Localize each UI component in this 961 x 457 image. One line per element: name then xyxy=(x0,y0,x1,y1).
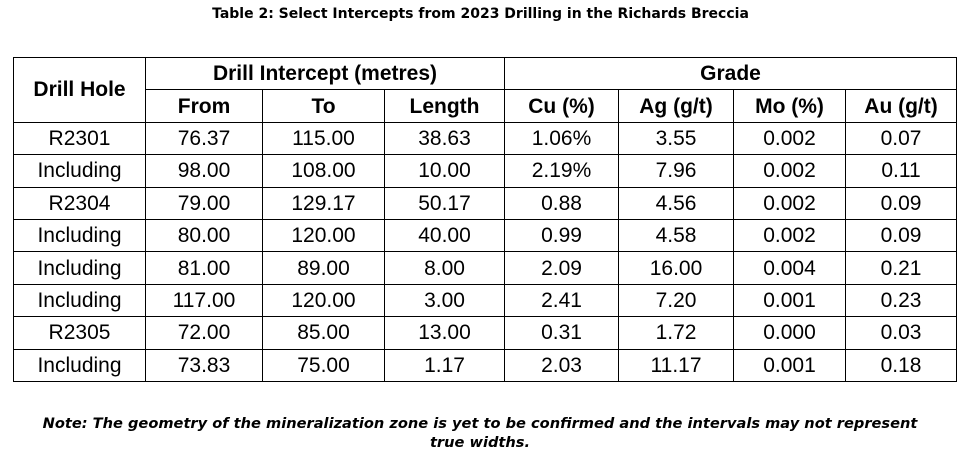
value-cell: 2.41 xyxy=(504,283,620,318)
value-cell: 0.03 xyxy=(845,316,958,350)
value-cell: 0.88 xyxy=(504,186,620,220)
drill-hole-cell: R2305 xyxy=(13,316,146,350)
drill-hole-cell: Including xyxy=(13,218,146,253)
table-row: Including 98.00 108.00 10.00 2.19% 7.96 0.002 0… xyxy=(13,154,958,188)
table-row: R2301 76.37 115.00 38.63 1.06% 3.55 0.002 0.07 xyxy=(13,121,958,156)
value-cell: 72.00 xyxy=(145,316,263,350)
value-cell: 117.00 xyxy=(145,283,263,318)
value-cell: 2.03 xyxy=(504,348,620,382)
value-cell: 115.00 xyxy=(262,121,385,156)
drill-hole-cell: R2301 xyxy=(13,121,146,156)
value-cell: 2.19% xyxy=(504,154,620,188)
value-cell: 73.83 xyxy=(145,348,263,382)
value-cell: 3.55 xyxy=(618,121,735,156)
value-cell: 120.00 xyxy=(262,283,385,318)
column-header: From xyxy=(145,89,263,123)
value-cell: 0.000 xyxy=(733,316,847,350)
drill-hole-cell: Including xyxy=(13,251,146,285)
column-header: Cu (%) xyxy=(504,89,620,123)
table-row: Including 80.00 120.00 40.00 0.99 4.58 0.002 0.… xyxy=(13,218,958,253)
value-cell: 7.96 xyxy=(618,154,735,188)
drill-hole-cell: Including xyxy=(13,154,146,188)
value-cell: 79.00 xyxy=(145,186,263,220)
value-cell: 0.09 xyxy=(845,218,958,253)
table-row: Including 73.83 75.00 1.17 2.03 11.17 0.001 0.1… xyxy=(13,348,958,382)
value-cell: 1.17 xyxy=(383,348,506,382)
value-cell: 4.56 xyxy=(618,186,735,220)
value-cell: 0.31 xyxy=(504,316,620,350)
header-row: Drill Hole Drill Intercept (metres) Grad… xyxy=(13,56,958,123)
value-cell: 40.00 xyxy=(383,218,506,253)
group-header: Drill Intercept (metres) xyxy=(144,56,506,91)
drill-hole-cell: Including xyxy=(13,348,146,382)
value-cell: 38.63 xyxy=(383,121,506,156)
value-cell: 3.00 xyxy=(383,283,506,318)
value-cell: 89.00 xyxy=(262,251,385,285)
note: Note: The geometry of the mineralization… xyxy=(42,415,918,451)
column-header: Ag (g/t) xyxy=(618,89,735,123)
value-cell: 50.17 xyxy=(383,186,506,220)
value-cell: 8.00 xyxy=(383,251,506,285)
value-cell: 2.09 xyxy=(504,251,620,285)
value-cell: 1.72 xyxy=(618,316,735,350)
value-cell: 7.20 xyxy=(618,283,735,318)
value-cell: 16.00 xyxy=(618,251,735,285)
group-header: Drill Hole xyxy=(13,57,146,123)
column-header: To xyxy=(262,89,385,123)
drill-hole-cell: Including xyxy=(13,283,146,318)
value-cell: 0.09 xyxy=(845,186,958,220)
value-cell: 0.002 xyxy=(733,186,847,220)
value-cell: 81.00 xyxy=(145,251,263,285)
value-cell: 0.002 xyxy=(733,121,847,156)
value-cell: 10.00 xyxy=(383,154,506,188)
table-title: Table 2: Select Intercepts from 2023 Dri… xyxy=(212,6,749,22)
column-header: Au (g/t) xyxy=(845,89,958,123)
value-cell: 0.11 xyxy=(845,154,958,188)
table-row: Including 81.00 89.00 8.00 2.09 16.00 0.004 0.2… xyxy=(13,251,958,285)
value-cell: 0.99 xyxy=(504,218,620,253)
value-cell: 1.06% xyxy=(504,121,620,156)
table-row: Including 117.00 120.00 3.00 2.41 7.20 0.001 0.… xyxy=(13,283,958,318)
value-cell: 0.002 xyxy=(733,154,847,188)
value-cell: 98.00 xyxy=(145,154,263,188)
value-cell: 0.07 xyxy=(845,121,958,156)
value-cell: 0.002 xyxy=(733,218,847,253)
value-cell: 0.004 xyxy=(733,251,847,285)
table-row: R2305 72.00 85.00 13.00 0.31 1.72 0.000 0.03 xyxy=(13,316,958,350)
value-cell: 13.00 xyxy=(383,316,506,350)
value-cell: 120.00 xyxy=(262,218,385,253)
value-cell: 80.00 xyxy=(145,218,263,253)
value-cell: 76.37 xyxy=(145,121,263,156)
table-body: R2301 76.37 115.00 38.63 1.06% 3.55 0.002 0.07 I… xyxy=(13,121,958,382)
value-cell: 85.00 xyxy=(262,316,385,350)
header-row: From To Length Cu (%) Ag (g/t) Mo (%) Au (g/t) xyxy=(14,89,958,123)
intercepts-table: Drill Hole Drill Intercept (metres) Grad… xyxy=(13,56,958,382)
table-row: R2304 79.00 129.17 50.17 0.88 4.56 0.002 0.09 xyxy=(13,186,958,220)
value-cell: 129.17 xyxy=(262,186,385,220)
value-cell: 0.001 xyxy=(733,348,847,382)
value-cell: 0.001 xyxy=(733,283,847,318)
table-head: Drill Hole Drill Intercept (metres) Grad… xyxy=(13,56,958,123)
value-cell: 75.00 xyxy=(262,348,385,382)
value-cell: 108.00 xyxy=(262,154,385,188)
value-cell: 11.17 xyxy=(618,348,735,382)
value-cell: 4.58 xyxy=(618,218,735,253)
value-cell: 0.18 xyxy=(845,348,958,382)
column-header: Length xyxy=(383,89,506,123)
column-header: Mo (%) xyxy=(733,89,847,123)
value-cell: 0.21 xyxy=(845,251,958,285)
value-cell: 0.23 xyxy=(845,283,958,318)
drill-hole-cell: R2304 xyxy=(13,186,146,220)
group-header: Grade xyxy=(504,56,958,91)
